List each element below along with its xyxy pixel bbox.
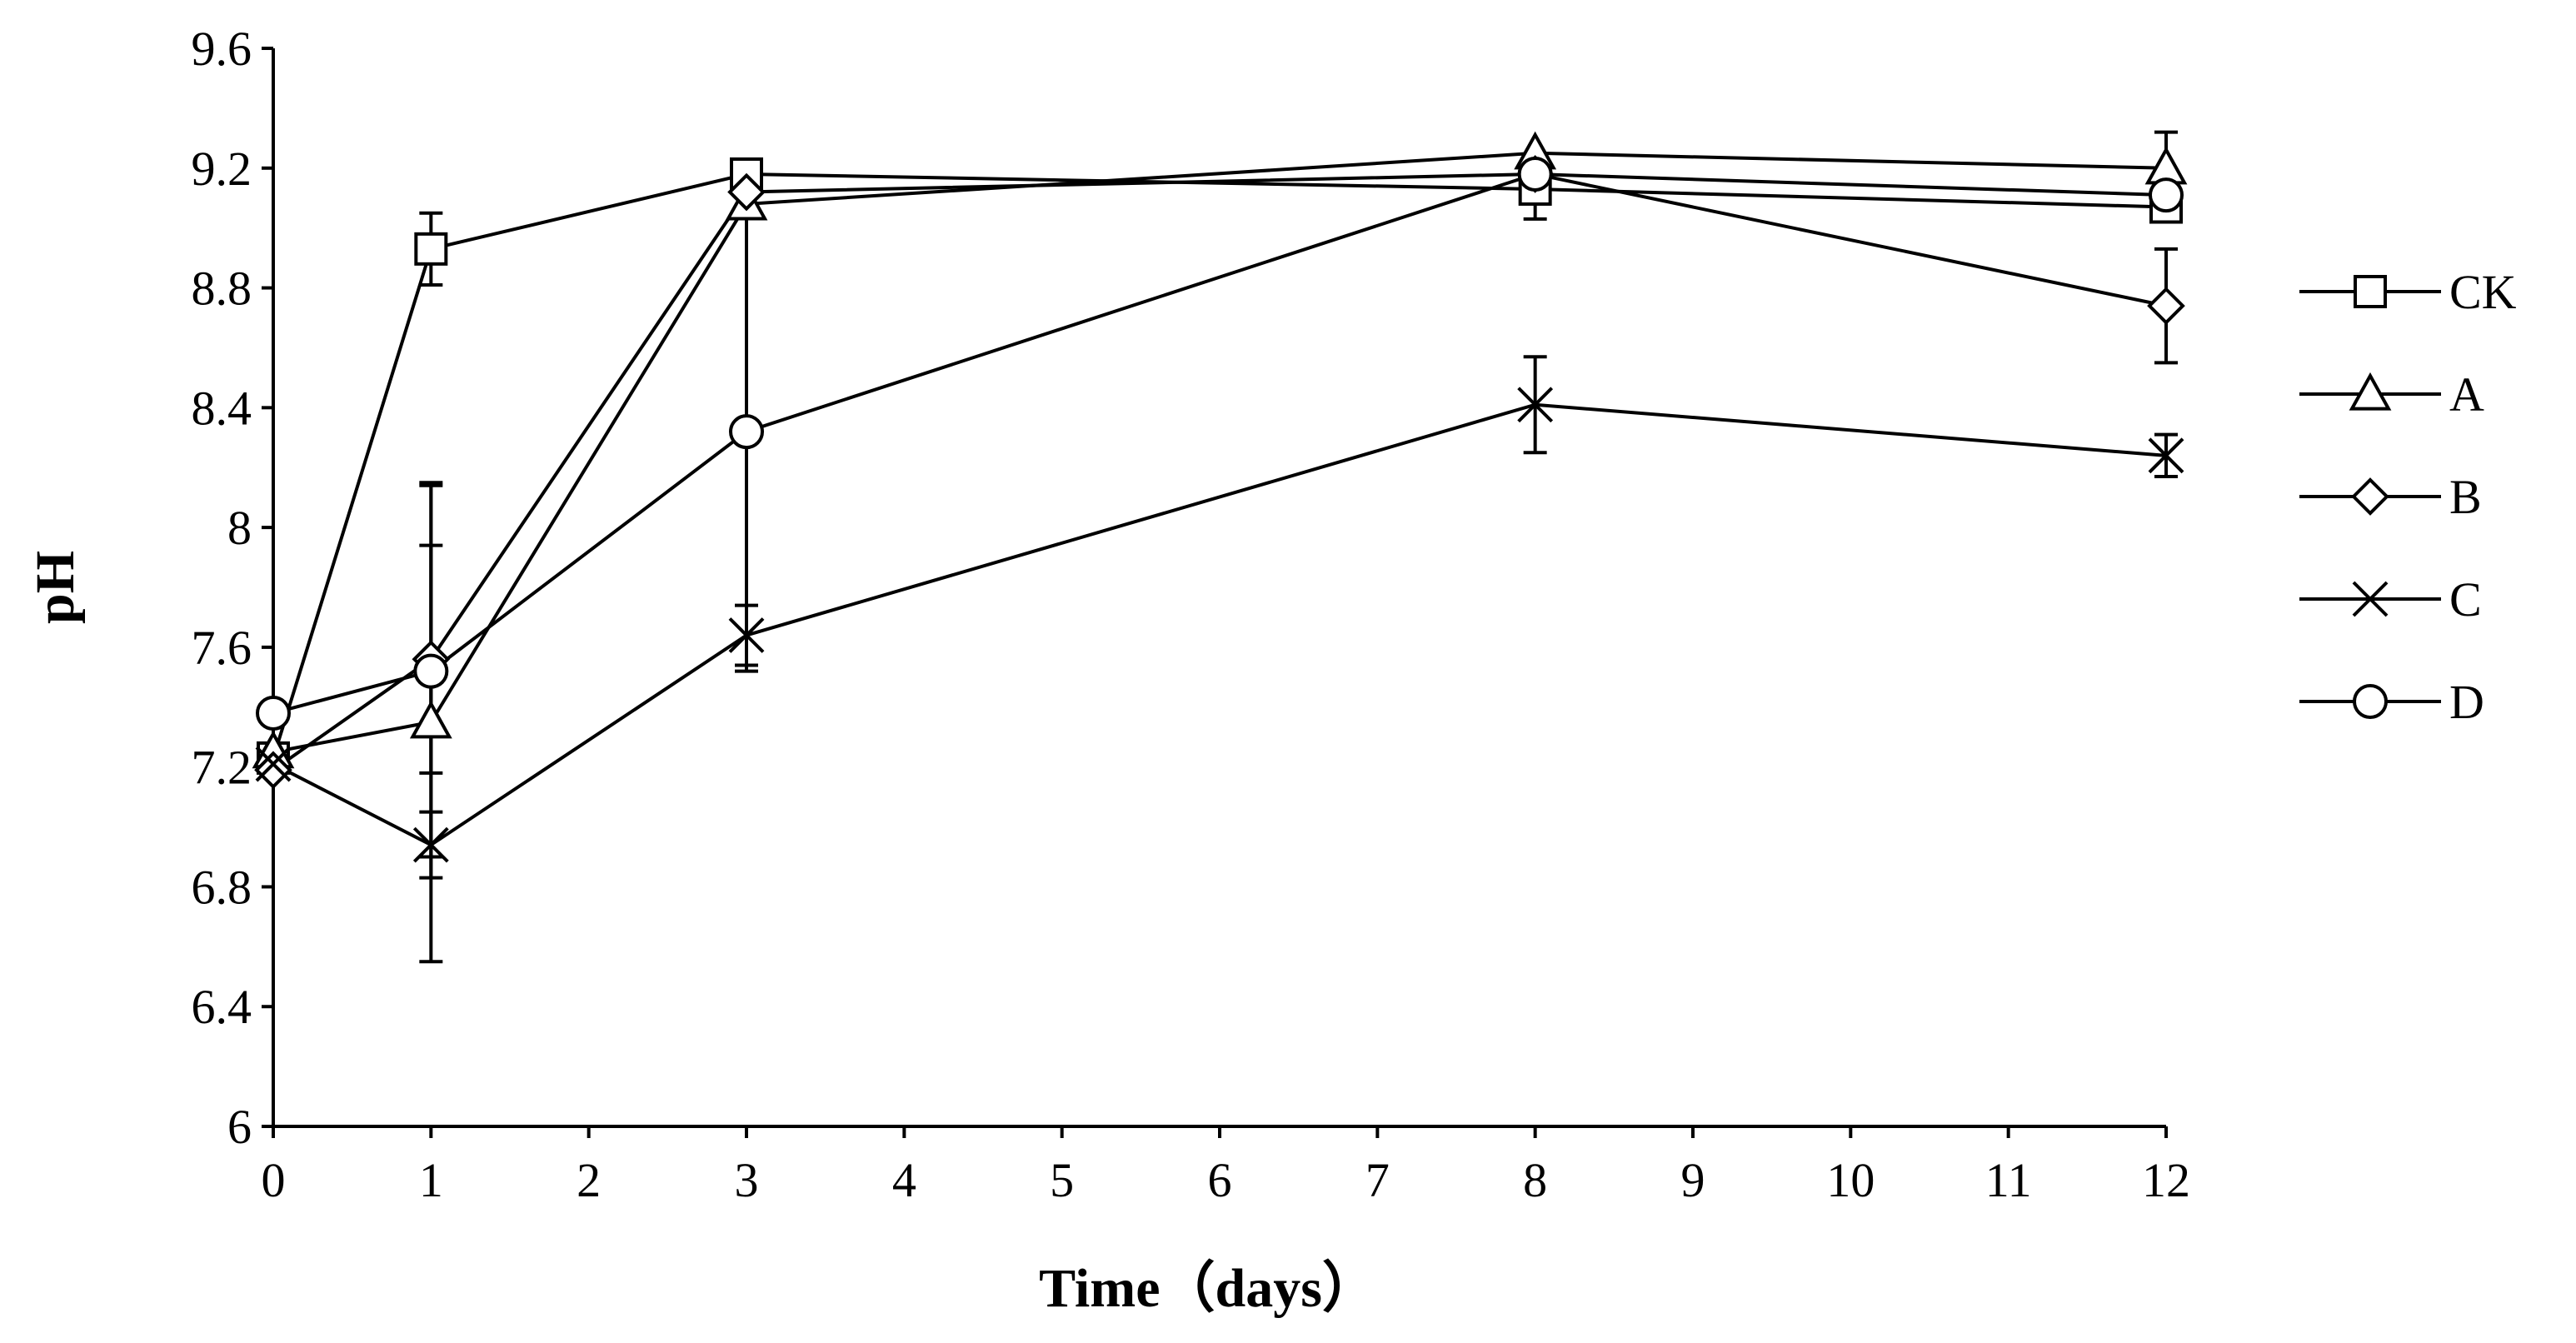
- series-line-a: [272, 151, 2167, 754]
- legend-marker-d: [2353, 684, 2388, 719]
- y-tick-label: 9.2: [192, 142, 252, 196]
- y-tick-label: 6.8: [192, 860, 252, 914]
- legend-label-d: D: [2449, 675, 2484, 729]
- legend-label-a: A: [2449, 367, 2484, 422]
- y-tick-label: 8: [227, 501, 252, 555]
- data-point-d: [2149, 177, 2184, 213]
- x-tick-label: 1: [419, 1153, 443, 1207]
- axes: 66.46.87.27.688.48.89.29.60 1 2 3 4 5 6 7 8 9 10 11…: [192, 22, 2191, 1207]
- x-tick-label: 8: [1523, 1153, 1547, 1207]
- data-point-c: [1517, 387, 1554, 423]
- data-point-c: [728, 617, 765, 653]
- y-tick-label: 6: [227, 1100, 252, 1154]
- data-point-d: [256, 695, 291, 731]
- data-point-c: [412, 826, 449, 863]
- legend-item-ck: CK: [2299, 265, 2517, 319]
- legend-marker-b: [2351, 477, 2389, 516]
- data-point-b: [727, 172, 766, 212]
- legend-item-b: B: [2299, 470, 2482, 524]
- x-axis-title: Time（days）: [1039, 1257, 1377, 1319]
- data-point-d: [1517, 156, 1553, 192]
- y-axis-title: pH: [25, 551, 86, 624]
- x-tick-label: 5: [1050, 1153, 1074, 1207]
- series-line-d: [272, 172, 2167, 715]
- x-tick-label: 10: [1826, 1153, 1875, 1207]
- x-tick-label: 4: [892, 1153, 916, 1207]
- data-point-ck: [414, 232, 448, 266]
- error-bars: [419, 130, 2178, 964]
- y-tick-label: 7.6: [192, 621, 252, 675]
- data-point-d: [413, 653, 449, 689]
- series-line-ck: [272, 172, 2167, 759]
- y-tick-label: 7.2: [192, 741, 252, 795]
- data-point-d: [729, 414, 764, 450]
- legend-item-c: C: [2299, 572, 2482, 627]
- legend-label-c: C: [2449, 572, 2482, 627]
- data-point-c: [2148, 437, 2184, 474]
- legend-item-d: D: [2299, 675, 2484, 729]
- series-markers: [252, 131, 2188, 863]
- x-tick-label: 12: [2142, 1153, 2190, 1207]
- y-tick-label: 8.8: [192, 262, 252, 316]
- x-tick-label: 2: [577, 1153, 601, 1207]
- legend-marker-ck: [2354, 275, 2387, 308]
- x-tick-label: 9: [1681, 1153, 1705, 1207]
- x-tick-label: 7: [1365, 1153, 1390, 1207]
- x-tick-label: 3: [735, 1153, 759, 1207]
- x-tick-label: 11: [1985, 1153, 2032, 1207]
- series-line-b: [272, 172, 2167, 771]
- y-tick-label: 8.4: [192, 381, 252, 435]
- legend-marker-c: [2352, 581, 2389, 617]
- legend-item-a: A: [2299, 367, 2484, 422]
- legend-label-ck: CK: [2449, 265, 2517, 319]
- x-tick-label: 6: [1208, 1153, 1232, 1207]
- data-point-c: [255, 746, 292, 782]
- series-lines: [272, 151, 2167, 847]
- x-tick-label: 0: [262, 1153, 286, 1207]
- data-point-b: [254, 751, 292, 790]
- data-point-a: [409, 700, 452, 739]
- y-tick-label: 9.6: [192, 22, 252, 76]
- data-point-b: [2147, 287, 2185, 325]
- legend-marker-a: [2349, 372, 2392, 411]
- legend-label-b: B: [2449, 470, 2482, 524]
- y-tick-label: 6.4: [192, 980, 252, 1034]
